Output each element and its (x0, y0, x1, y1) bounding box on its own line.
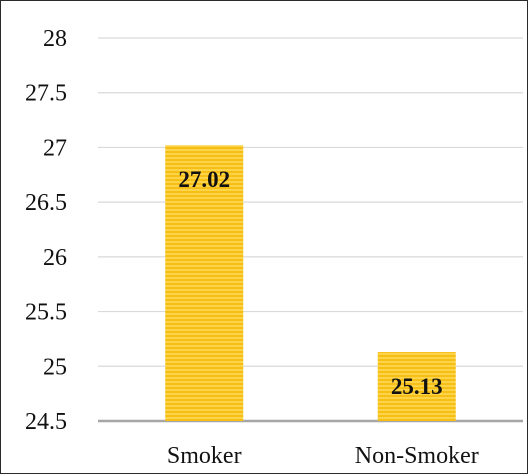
bar-smoker (165, 145, 244, 422)
y-tick-label: 25 (43, 354, 67, 380)
bar-non-smoker (377, 352, 456, 421)
x-category-label: Smoker (167, 443, 242, 469)
y-tick-label: 28 (43, 26, 67, 52)
y-tick-label: 24.5 (25, 409, 67, 435)
gridlines (98, 37, 523, 367)
y-tick-label: 26 (43, 245, 67, 271)
data-label: 27.02 (178, 167, 230, 192)
labels: 24.5 25 25.5 26 26.5 27 27.5 28 27.02 Smoker 25.13… (25, 26, 479, 469)
data-label: 25.13 (391, 374, 443, 399)
y-tick-label: 26.5 (25, 190, 67, 216)
y-tick-label: 27.5 (25, 81, 67, 107)
x-category-label: Non-Smoker (355, 443, 479, 469)
bars (165, 145, 456, 422)
y-tick-label: 25.5 (25, 300, 67, 326)
y-tick-label: 27 (43, 135, 67, 161)
